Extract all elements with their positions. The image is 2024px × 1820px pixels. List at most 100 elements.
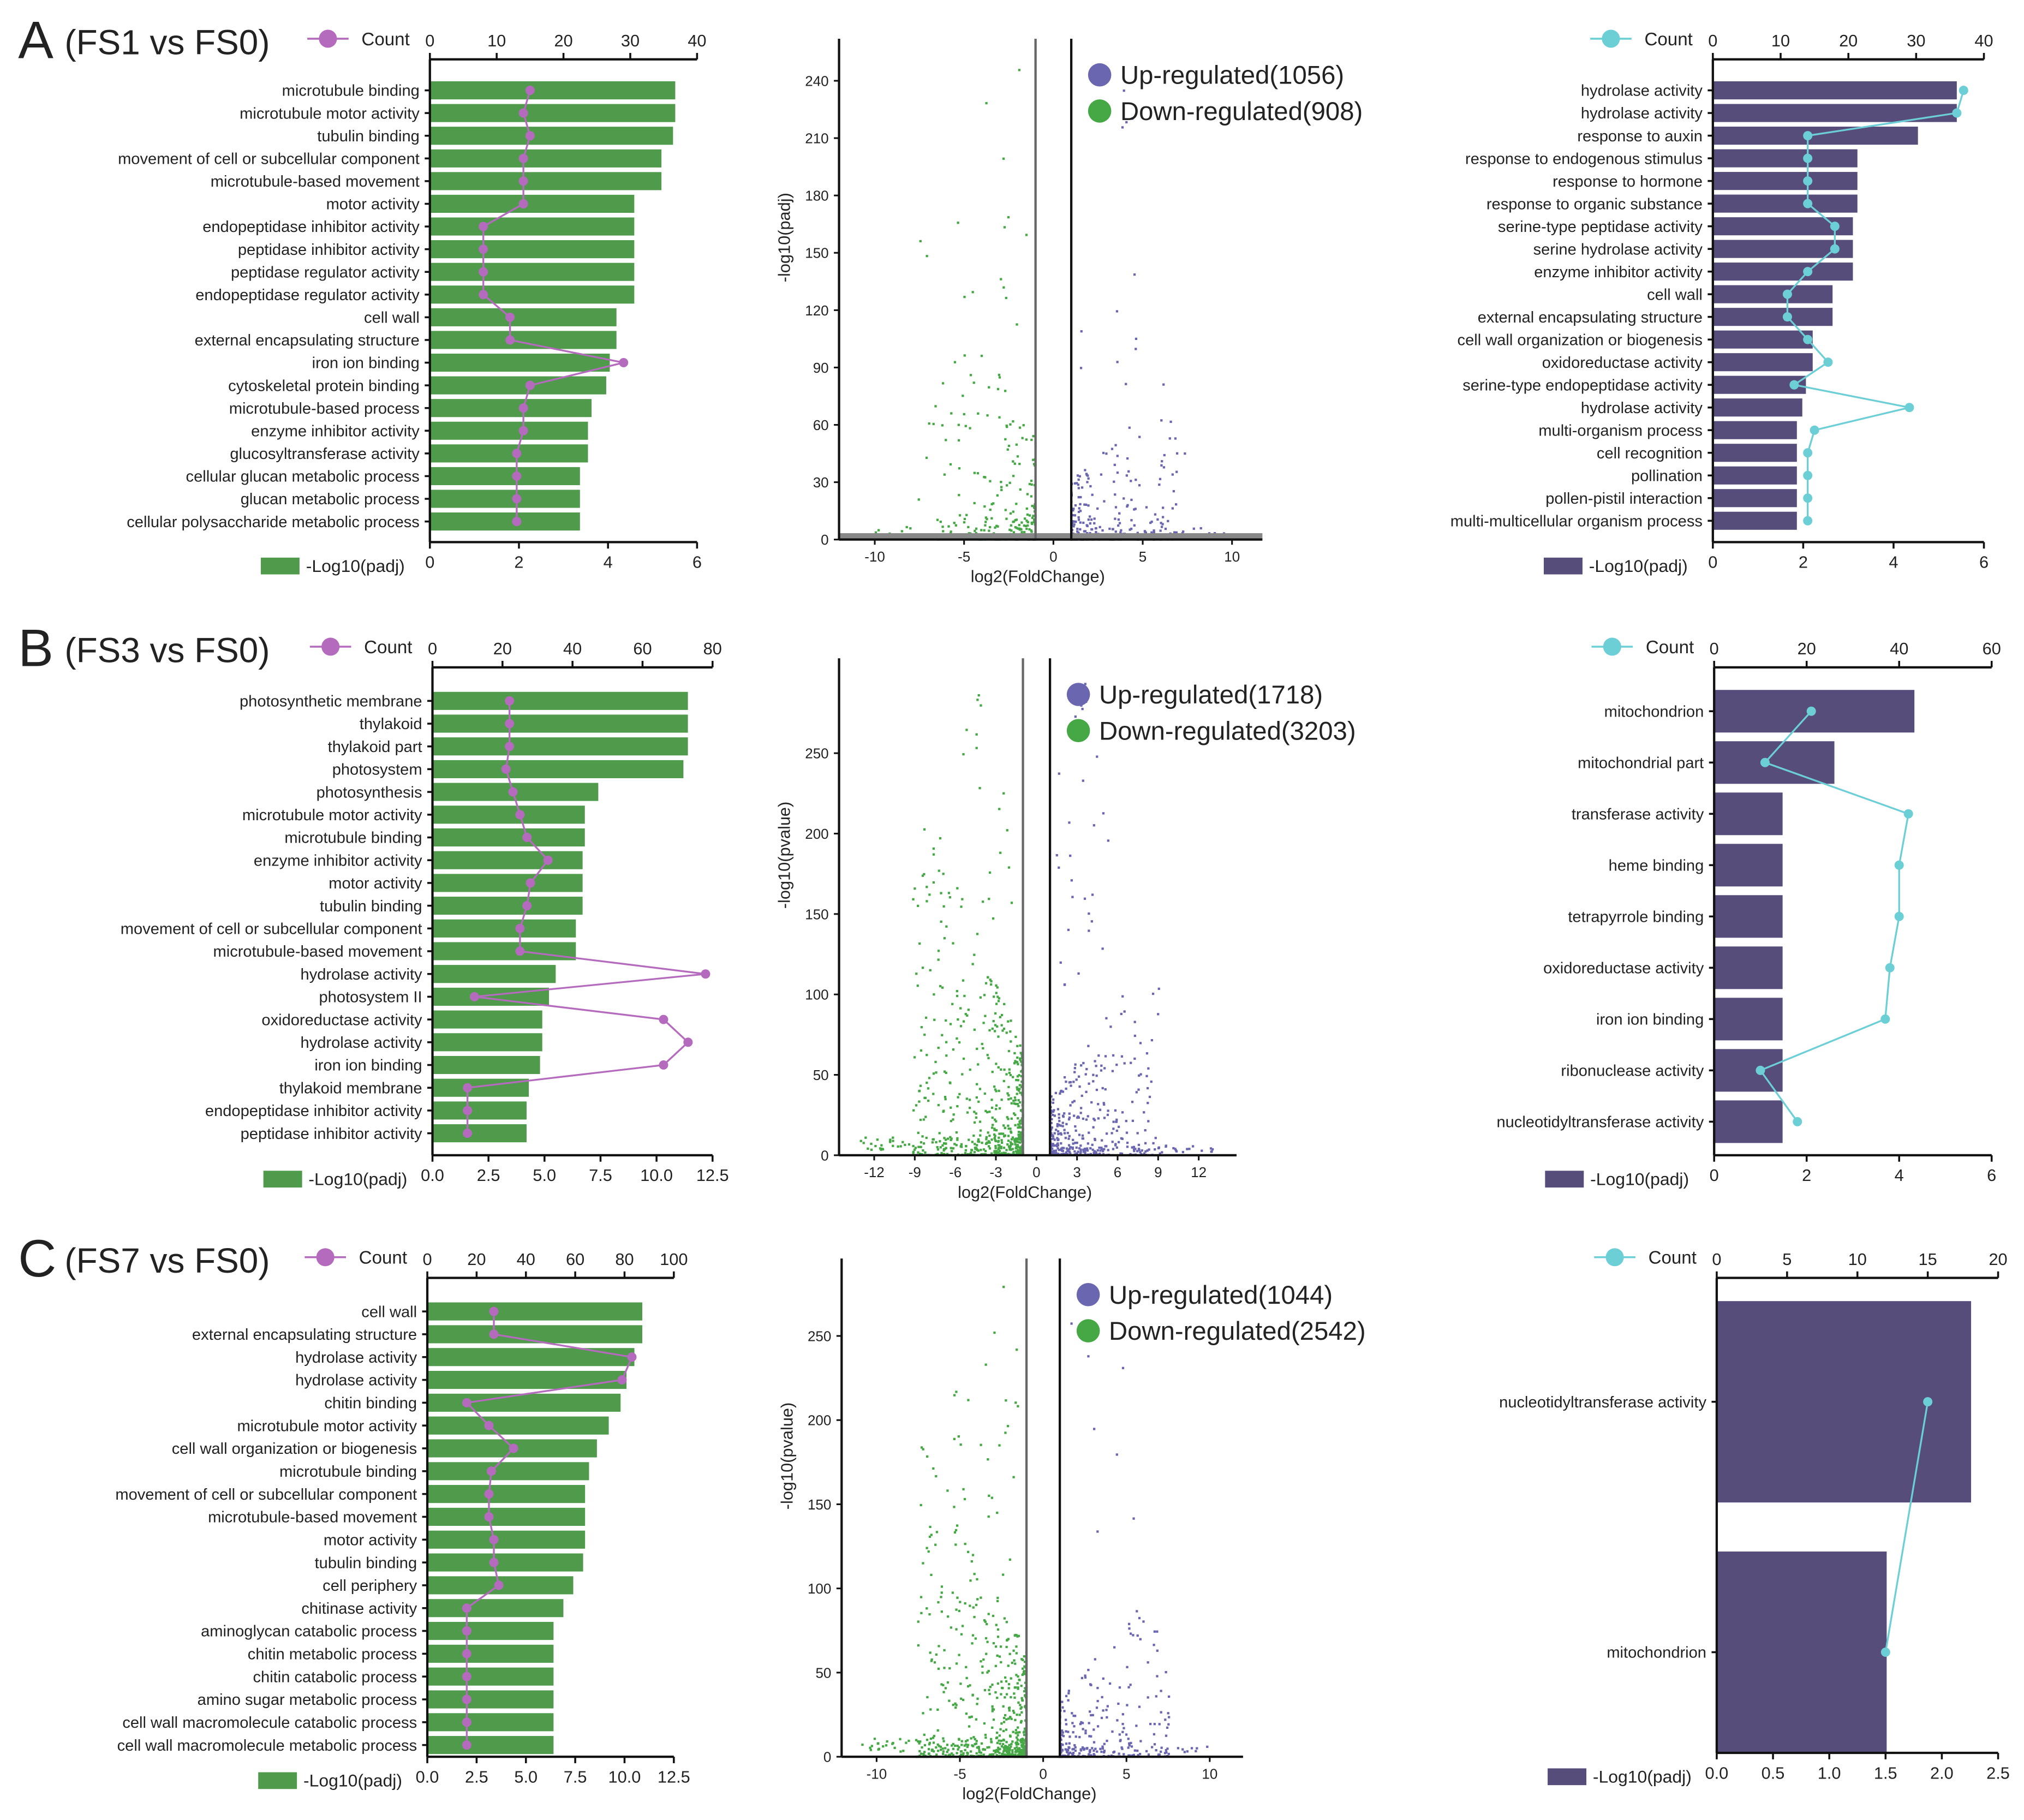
down-regulated-point [987, 1458, 989, 1461]
up-regulated-point [1133, 1150, 1136, 1153]
down-regulated-point [998, 373, 1000, 377]
up-regulated-point [1145, 1750, 1148, 1753]
up-regulated-point [1162, 466, 1166, 469]
y-axis-label: -log10(pvalue) [777, 1403, 796, 1509]
bar [429, 490, 580, 508]
y-tick-label: 0 [821, 1147, 828, 1163]
up-regulated-point [1175, 452, 1179, 455]
up-regulated-point [1081, 1137, 1084, 1140]
down-regulated-point [956, 1037, 958, 1040]
down-regulated-point [1012, 1476, 1015, 1478]
down-regulated-point [935, 1531, 939, 1533]
up-regulated-point [1076, 1141, 1078, 1144]
up-regulated-point [1079, 1144, 1082, 1147]
count-legend-marker [316, 1248, 335, 1267]
down-regulated-point [1019, 1141, 1022, 1144]
down-regulated-point [980, 1751, 983, 1754]
down-regulated-point [922, 1142, 926, 1145]
bar [427, 1644, 554, 1663]
up-regulated-point [1084, 1149, 1086, 1152]
down-regulated-point [998, 1136, 1000, 1139]
up-regulated-point [1174, 1149, 1178, 1152]
down-regulated-point [1016, 1348, 1018, 1351]
x-tick-label: -6 [949, 1164, 962, 1180]
down-regulated-point [965, 1712, 968, 1715]
up-regulated-point [1165, 1144, 1167, 1147]
down-regulated-point [974, 1738, 976, 1740]
down-regulated-point [1017, 1131, 1020, 1133]
down-regulated-point [1020, 1711, 1023, 1714]
down-regulated-point [1000, 1745, 1003, 1748]
up-regulated-point [1069, 1152, 1072, 1155]
bar [1712, 262, 1853, 281]
down-regulated-point [962, 1020, 965, 1023]
down-regulated-point [1030, 483, 1033, 486]
up-regulated-point [1132, 1634, 1135, 1637]
up-regulated-point [1075, 1078, 1078, 1081]
x-tick-label: -10 [864, 548, 885, 565]
up-regulated-point [1101, 529, 1104, 532]
down-regulated-point [1005, 1621, 1008, 1624]
down-regulated-point [979, 1134, 982, 1137]
up-regulated-point [1079, 510, 1082, 512]
down-regulated-point [977, 1747, 981, 1750]
count-tick-label: 20 [554, 31, 572, 50]
up-regulated-point [1112, 1054, 1115, 1057]
down-regulated-point [973, 1573, 976, 1576]
up-regulated-point [1061, 1749, 1064, 1752]
down-regulated-point [1000, 481, 1002, 484]
count-point [462, 1740, 471, 1750]
count-point [1803, 448, 1813, 458]
category-label: photosynthetic membrane [240, 693, 422, 711]
up-regulated-point [1087, 477, 1090, 480]
down-regulated-point [905, 526, 908, 529]
down-regulated-point [1007, 1746, 1010, 1749]
up-regulated-point [1111, 1070, 1114, 1072]
bar [429, 353, 610, 372]
bar [429, 285, 635, 304]
category-label: multi-organism process [1538, 422, 1703, 439]
up-regulated-point [1094, 1658, 1096, 1661]
volcano-plot-b: -12 -9 -6 -3 0 3 6 9 12050100150200250log2(FoldC… [775, 658, 1356, 1202]
up-regulated-point [1080, 486, 1084, 489]
down-regulated-point [1007, 444, 1011, 447]
down-regulated-point [1014, 1732, 1017, 1734]
up-regulated-point [1067, 1118, 1071, 1121]
down-regulated-point [1015, 1060, 1018, 1064]
down-regulated-point [951, 1003, 954, 1005]
bar [1712, 240, 1853, 258]
down-regulated-point [1009, 1030, 1012, 1033]
down-regulated-point [1007, 1747, 1010, 1750]
down-regulated-point [942, 1740, 945, 1743]
up-regulated-point [1079, 503, 1082, 506]
down-regulated-point [1019, 1057, 1022, 1060]
down-regulated-point [870, 1142, 873, 1145]
up-regulated-point [1161, 516, 1165, 518]
down-regulated-point [965, 1097, 968, 1100]
down-regulated-point [1011, 1751, 1014, 1754]
up-regulated-point [1127, 1738, 1130, 1740]
up-regulated-point [1105, 1709, 1108, 1711]
down-regulated-point [976, 1746, 978, 1749]
down-regulated-point [1018, 426, 1022, 429]
up-regulated-point [1120, 1055, 1124, 1058]
up-regulated-point [1061, 1744, 1064, 1746]
down-regulated-point [1007, 866, 1011, 869]
up-regulated-point [1095, 1065, 1097, 1067]
volcano-plot-a: -10 -5 0 5 100306090120150180210240log2(Fold… [775, 38, 1363, 586]
down-regulated-point [975, 1096, 978, 1099]
down-regulated-point [1020, 1085, 1023, 1088]
up-regulated-point [1147, 1753, 1150, 1756]
up-regulated-point [1060, 1147, 1063, 1150]
count-tick-label: 20 [467, 1250, 486, 1269]
down-regulated-point [1005, 1680, 1008, 1683]
down-regulated-point [972, 381, 975, 384]
up-regulated-point [1128, 1742, 1131, 1745]
x-tick-label: 0.0 [1705, 1763, 1729, 1782]
up-regulated-point [1063, 1710, 1066, 1712]
down-regulated-point [935, 1746, 938, 1749]
bar [1714, 946, 1783, 989]
down-regulated-point [991, 1027, 994, 1030]
count-point [627, 1352, 637, 1362]
up-regulated-point [1133, 273, 1136, 276]
